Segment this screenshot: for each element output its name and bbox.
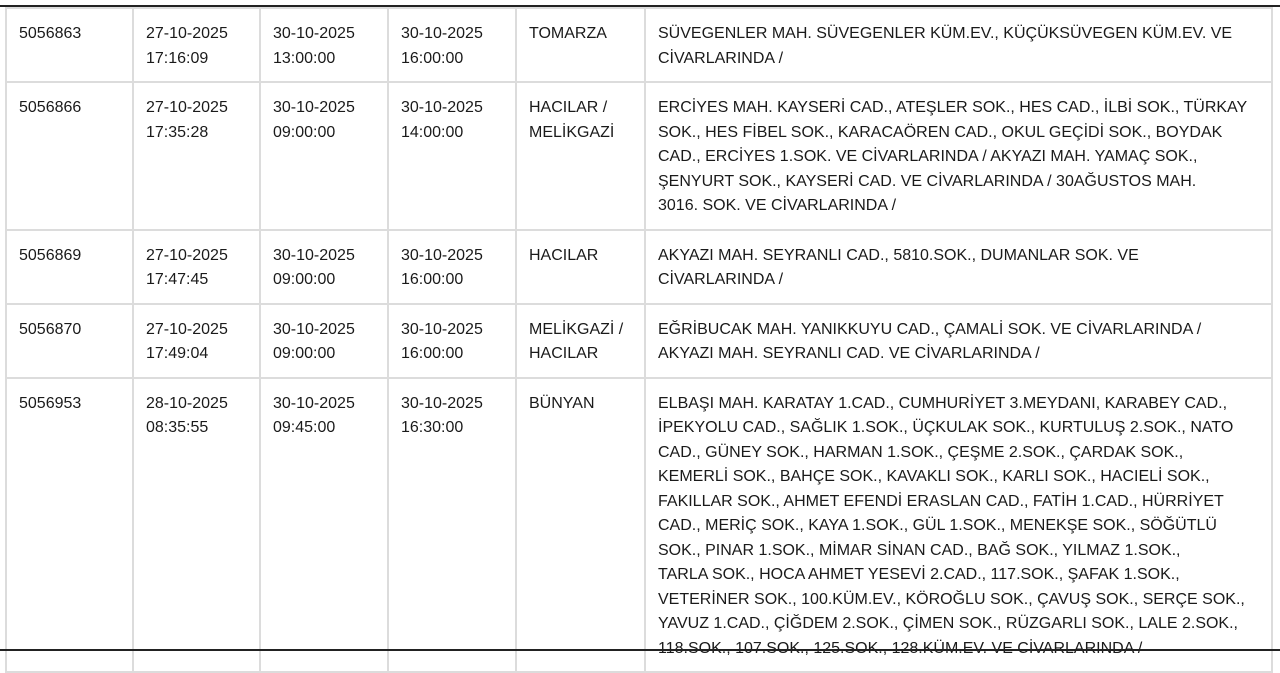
outage-table: 5056863 27-10-2025 17:16:09 30-10-2025 13:00…: [5, 7, 1273, 673]
district-cell: MELİKGAZİ / HACILAR: [515, 302, 646, 379]
district-cell: BÜNYAN: [515, 376, 646, 673]
affected-addresses-line: FAKILLAR SOK., AHMET EFENDİ ERASLAN CAD.…: [658, 492, 1224, 510]
end-datetime-line: 30-10-2025: [401, 320, 483, 338]
table-row: 5056863 27-10-2025 17:16:09 30-10-2025 13:00…: [5, 7, 1273, 83]
district-line: HACILAR: [529, 345, 599, 362]
end-datetime-cell: 30-10-2025 14:00:00: [387, 81, 517, 231]
outage-id-cell: 5056870: [5, 302, 134, 379]
created-datetime-line: 17:49:04: [146, 345, 209, 362]
end-datetime-line: 30-10-2025: [401, 246, 483, 264]
created-datetime-line: 27-10-2025: [146, 320, 228, 338]
affected-addresses-cell: ELBAŞI MAH. KARATAY 1.CAD., CUMHURİYET 3…: [644, 376, 1273, 673]
start-datetime-line: 09:00:00: [273, 123, 336, 141]
start-datetime-line: 30-10-2025: [273, 99, 355, 116]
end-datetime-line: 16:30:00: [401, 419, 464, 436]
affected-addresses-line: YAVUZ 1.CAD., ÇİĞDEM 2.SOK., ÇİMEN SOK.,…: [658, 615, 1238, 632]
affected-addresses-line: SÜVEGENLER MAH. SÜVEGENLER KÜM.EV., KÜÇÜ…: [658, 25, 1233, 42]
start-datetime-line: 30-10-2025: [273, 320, 355, 338]
end-datetime-line: 30-10-2025: [401, 394, 483, 412]
outage-id-cell: 5056863: [5, 7, 134, 83]
district-cell: HACILAR: [515, 228, 646, 305]
outage-id-cell: 5056869: [5, 228, 134, 305]
affected-addresses-line: CAD., ERCİYES 1.SOK. VE CİVARLARINDA / A…: [658, 148, 1198, 165]
affected-addresses-cell: SÜVEGENLER MAH. SÜVEGENLER KÜM.EV., KÜÇÜ…: [644, 7, 1273, 83]
outage-id-cell: 5056953: [5, 376, 134, 673]
affected-addresses-line: AKYAZI MAH. SEYRANLI CAD. VE CİVARLARIND…: [658, 345, 1040, 362]
affected-addresses-cell: ERCİYES MAH. KAYSERİ CAD., ATEŞLER SOK.,…: [644, 81, 1273, 231]
created-datetime-cell: 27-10-2025 17:49:04: [132, 302, 261, 379]
affected-addresses-line: 3016. SOK. VE CİVARLARINDA /: [658, 197, 897, 214]
created-datetime-line: 28-10-2025: [146, 394, 228, 412]
end-datetime-cell: 30-10-2025 16:00:00: [387, 7, 517, 83]
end-datetime-line: 16:00:00: [401, 49, 464, 67]
created-datetime-line: 17:16:09: [146, 49, 209, 67]
affected-addresses-line: ERCİYES MAH. KAYSERİ CAD., ATEŞLER SOK.,…: [658, 99, 1248, 116]
table-row: 5056953 28-10-2025 08:35:55 30-10-2025 09:45…: [5, 376, 1273, 673]
affected-addresses-line: CAD., GÜNEY SOK., HARMAN 1.SOK., ÇEŞME 2…: [658, 443, 1184, 461]
created-datetime-line: 08:35:55: [146, 419, 209, 436]
table-row: 5056866 27-10-2025 17:35:28 30-10-2025 09:00…: [5, 81, 1273, 231]
end-datetime-line: 16:00:00: [401, 345, 464, 362]
affected-addresses-line: CAD., MERİÇ SOK., KAYA 1.SOK., GÜL 1.SOK…: [658, 517, 1217, 534]
end-datetime-line: 16:00:00: [401, 271, 464, 288]
affected-addresses-line: CİVARLARINDA /: [658, 271, 784, 288]
district-cell: HACILAR / MELİKGAZİ: [515, 81, 646, 231]
district-line: MELİKGAZİ /: [529, 320, 624, 338]
end-datetime-cell: 30-10-2025 16:30:00: [387, 376, 517, 673]
affected-addresses-line: KEMERLİ SOK., BAHÇE SOK., KAVAKLI SOK., …: [658, 468, 1210, 485]
district-line: BÜNYAN: [529, 394, 595, 412]
start-datetime-cell: 30-10-2025 09:00:00: [259, 81, 389, 231]
affected-addresses-cell: EĞRİBUCAK MAH. YANIKKUYU CAD., ÇAMALİ SO…: [644, 302, 1273, 379]
district-line: MELİKGAZİ: [529, 123, 615, 141]
affected-addresses-line: SOK., HES FİBEL SOK., KARACAÖREN CAD., O…: [658, 123, 1223, 141]
affected-addresses-line: ELBAŞI MAH. KARATAY 1.CAD., CUMHURİYET 3…: [658, 394, 1228, 412]
district-line: HACILAR: [529, 246, 599, 264]
affected-addresses-line: EĞRİBUCAK MAH. YANIKKUYU CAD., ÇAMALİ SO…: [658, 320, 1202, 338]
affected-addresses-cell: AKYAZI MAH. SEYRANLI CAD., 5810.SOK., DU…: [644, 228, 1273, 305]
start-datetime-cell: 30-10-2025 09:45:00: [259, 376, 389, 673]
table-top-border: [0, 5, 1280, 7]
affected-addresses-line: AKYAZI MAH. SEYRANLI CAD., 5810.SOK., DU…: [658, 246, 1139, 264]
start-datetime-line: 30-10-2025: [273, 394, 355, 412]
created-datetime-line: 27-10-2025: [146, 99, 228, 116]
affected-addresses-line: ŞENYURT SOK., KAYSERİ CAD. VE CİVARLARIN…: [658, 172, 1197, 190]
start-datetime-line: 13:00:00: [273, 49, 336, 67]
table-row: 5056869 27-10-2025 17:47:45 30-10-2025 09:00…: [5, 228, 1273, 305]
created-datetime-line: 27-10-2025: [146, 25, 228, 42]
created-datetime-line: 17:35:28: [146, 123, 209, 141]
district-cell: TOMARZA: [515, 7, 646, 83]
end-datetime-cell: 30-10-2025 16:00:00: [387, 228, 517, 305]
outage-id-cell: 5056866: [5, 81, 134, 231]
end-datetime-line: 30-10-2025: [401, 99, 483, 116]
table-bottom-border: [0, 649, 1280, 651]
end-datetime-cell: 30-10-2025 16:00:00: [387, 302, 517, 379]
start-datetime-line: 09:00:00: [273, 271, 336, 288]
created-datetime-cell: 27-10-2025 17:35:28: [132, 81, 261, 231]
created-datetime-cell: 28-10-2025 08:35:55: [132, 376, 261, 673]
table-row: 5056870 27-10-2025 17:49:04 30-10-2025 09:00…: [5, 302, 1273, 379]
created-datetime-line: 27-10-2025: [146, 246, 228, 264]
start-datetime-cell: 30-10-2025 09:00:00: [259, 302, 389, 379]
start-datetime-cell: 30-10-2025 09:00:00: [259, 228, 389, 305]
created-datetime-cell: 27-10-2025 17:47:45: [132, 228, 261, 305]
affected-addresses-line: VETERİNER SOK., 100.KÜM.EV., KÖROĞLU SOK…: [658, 590, 1245, 608]
start-datetime-cell: 30-10-2025 13:00:00: [259, 7, 389, 83]
created-datetime-cell: 27-10-2025 17:16:09: [132, 7, 261, 83]
affected-addresses-line: TARLA SOK., HOCA AHMET YESEVİ 2.CAD., 11…: [658, 566, 1180, 583]
affected-addresses-line: İPEKYOLU CAD., SAĞLIK 1.SOK., ÜÇKULAK SO…: [658, 419, 1234, 436]
start-datetime-line: 09:45:00: [273, 419, 336, 436]
affected-addresses-line: CİVARLARINDA /: [658, 49, 784, 67]
end-datetime-line: 30-10-2025: [401, 25, 483, 42]
start-datetime-line: 09:00:00: [273, 345, 336, 362]
end-datetime-line: 14:00:00: [401, 123, 464, 141]
district-line: HACILAR /: [529, 99, 608, 116]
created-datetime-line: 17:47:45: [146, 271, 209, 288]
start-datetime-line: 30-10-2025: [273, 246, 355, 264]
district-line: TOMARZA: [529, 25, 607, 42]
affected-addresses-line: SOK., PINAR 1.SOK., MİMAR SİNAN CAD., BA…: [658, 541, 1181, 559]
affected-addresses-line: 118.SOK., 107.SOK., 125.SOK., 128.KÜM.EV…: [658, 639, 1143, 657]
start-datetime-line: 30-10-2025: [273, 25, 355, 42]
